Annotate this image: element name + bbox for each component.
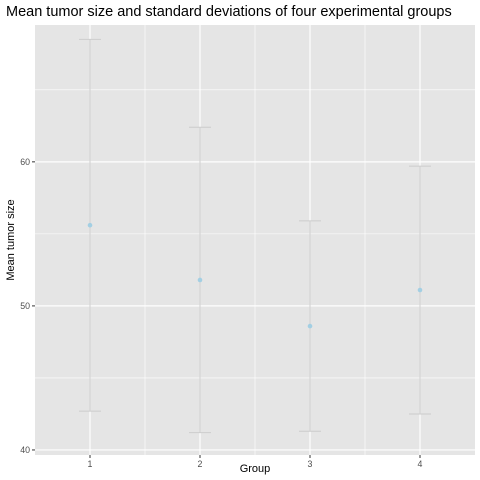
x-tick-label: 2 [198,459,203,469]
y-tick-label: 60 [20,157,30,167]
data-point [87,222,93,228]
x-axis-title: Group [240,463,271,475]
y-axis-title: Mean tumor size [5,199,17,280]
data-points [87,222,423,329]
x-tick-label: 1 [88,459,93,469]
y-tick-label: 40 [20,445,30,455]
data-point [417,287,423,293]
data-point [197,277,203,283]
y-tick-label: 50 [20,301,30,311]
x-axis: 1 2 3 4 [88,455,423,469]
x-tick-label: 3 [308,459,313,469]
data-point [307,323,313,329]
y-axis: 40 50 60 [20,157,35,455]
chart-title: Mean tumor size and standard deviations … [6,4,452,20]
x-tick-label: 4 [418,459,423,469]
